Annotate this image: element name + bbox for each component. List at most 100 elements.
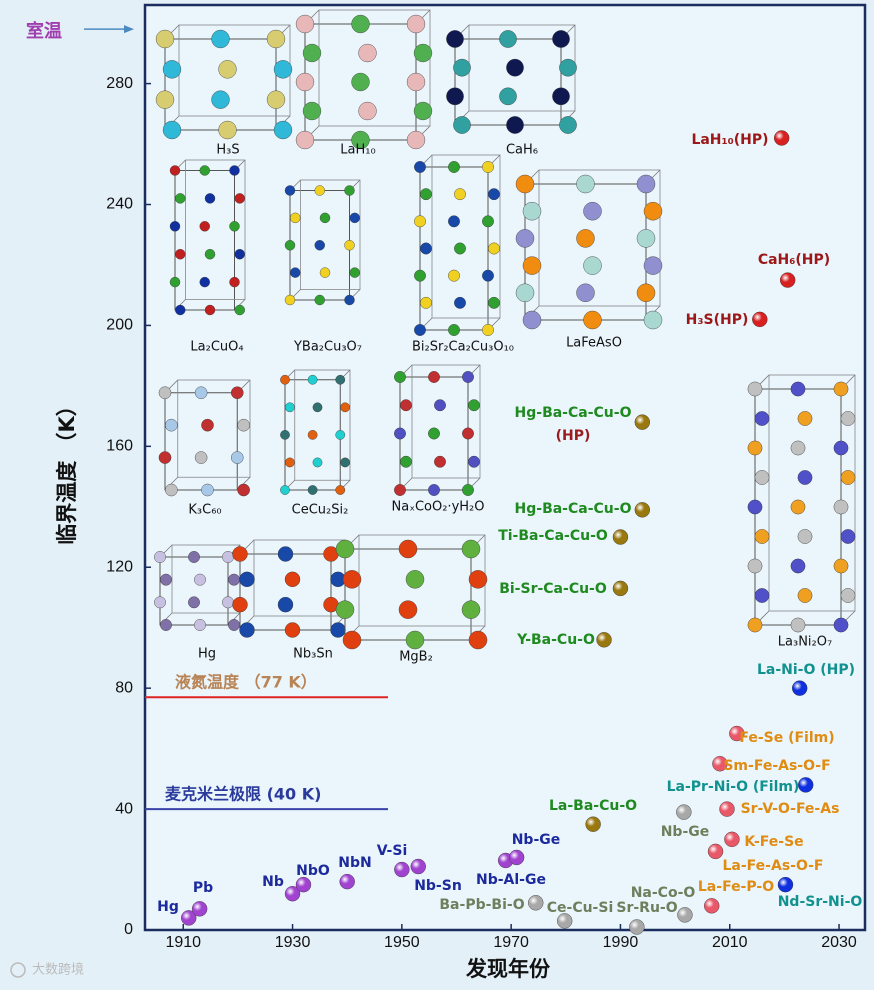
atom xyxy=(222,596,234,609)
point-label: Nb-Al-Ge xyxy=(476,872,546,888)
point-label: La-Fe-P-O xyxy=(698,879,774,895)
atom xyxy=(232,546,248,562)
atom xyxy=(285,457,295,468)
atom xyxy=(188,596,200,609)
atom xyxy=(229,276,240,288)
data-point xyxy=(724,831,740,848)
atom xyxy=(358,101,377,121)
atom xyxy=(169,221,181,232)
crystal-cell xyxy=(431,154,501,319)
reference-label: 麦克米兰极限 (40 K) xyxy=(165,785,321,804)
atom xyxy=(488,242,500,255)
atom xyxy=(576,283,595,302)
atom xyxy=(515,229,535,248)
atom xyxy=(414,161,426,173)
atom xyxy=(428,484,440,496)
atom xyxy=(228,573,240,586)
data-point xyxy=(791,680,808,696)
point-label: H₃S(HP) xyxy=(686,312,749,328)
atom xyxy=(448,324,460,336)
point-label: Bi-Sr-Ca-Cu-O xyxy=(499,581,607,597)
crystal-cell xyxy=(318,9,431,127)
atom xyxy=(277,546,294,562)
point-label: Hg-Ba-Ca-Cu-O xyxy=(515,501,632,517)
atom xyxy=(394,484,406,496)
atom xyxy=(790,617,806,633)
point-label: Sr-V-O-Fe-As xyxy=(741,801,840,817)
atom xyxy=(453,116,471,134)
structure-label: NaₓCoO₂·yH₂O xyxy=(392,500,485,515)
atom xyxy=(448,161,460,173)
atom xyxy=(499,87,517,106)
atom xyxy=(420,242,432,255)
atom xyxy=(280,430,290,440)
structures: H₃S LaH₁₀ CaH₆ La₂CuO₄ YBa₂Cu₃O₇ Bi₂Sr₂Ca₂Cu₃… xyxy=(154,9,856,665)
atom xyxy=(175,248,186,260)
atom xyxy=(344,185,355,196)
x-tick-label: 1970 xyxy=(493,934,529,951)
atom xyxy=(273,60,293,79)
atom xyxy=(312,457,323,468)
data-point xyxy=(798,777,814,793)
point-label: Nb-Ge xyxy=(512,832,561,848)
atom xyxy=(833,558,849,574)
atom xyxy=(342,570,362,589)
atom xyxy=(234,193,245,204)
y-tick-label: 240 xyxy=(106,196,133,213)
atom xyxy=(237,418,250,432)
atom xyxy=(797,470,813,485)
atom xyxy=(194,619,206,631)
atom xyxy=(284,185,296,196)
data-point xyxy=(752,311,768,328)
data-point xyxy=(596,632,612,648)
atom xyxy=(330,622,346,638)
atom xyxy=(194,573,206,586)
atom xyxy=(199,165,210,176)
atom xyxy=(284,571,301,588)
atom xyxy=(194,386,208,400)
atom xyxy=(351,72,370,92)
atom xyxy=(576,174,595,194)
arrow-head xyxy=(124,25,134,34)
structure-label: LaFeAsO xyxy=(566,336,622,351)
point-label: K-Fe-Se xyxy=(744,834,803,850)
atom xyxy=(482,215,494,228)
data-point xyxy=(508,849,525,866)
atom xyxy=(833,440,849,456)
atom xyxy=(162,60,182,79)
atom xyxy=(797,411,813,426)
atom xyxy=(413,101,433,121)
data-point xyxy=(629,919,645,935)
atom xyxy=(335,430,346,440)
atom xyxy=(307,374,318,385)
atom xyxy=(201,418,214,432)
atom xyxy=(307,485,318,495)
atom xyxy=(229,165,240,176)
atom xyxy=(414,269,426,282)
data-point xyxy=(284,886,301,902)
y-tick-label: 0 xyxy=(124,921,133,938)
atom xyxy=(499,30,517,48)
atom xyxy=(522,256,542,275)
y-tick-label: 120 xyxy=(106,558,133,575)
y-tick-label: 80 xyxy=(115,679,133,696)
data-point xyxy=(677,907,693,923)
atom xyxy=(204,304,216,316)
atom xyxy=(840,470,856,485)
structure-label: H₃S xyxy=(216,143,239,158)
data-point xyxy=(528,895,544,911)
atom xyxy=(155,90,175,109)
atom xyxy=(314,185,325,196)
atom xyxy=(420,188,432,201)
point-label: Ce-Cu-Si xyxy=(547,900,614,916)
point-label: Ba-Pb-Bi-O xyxy=(439,897,524,913)
atom xyxy=(833,499,849,515)
data-point xyxy=(394,861,410,878)
point-label: Nd-Sr-Ni-O xyxy=(778,894,863,910)
point-label: Nb xyxy=(262,874,284,890)
x-tick-label: 1910 xyxy=(165,934,201,951)
x-tick-label: 2030 xyxy=(821,934,857,951)
atom xyxy=(234,304,245,316)
data-point xyxy=(719,801,735,817)
atom xyxy=(160,619,172,631)
